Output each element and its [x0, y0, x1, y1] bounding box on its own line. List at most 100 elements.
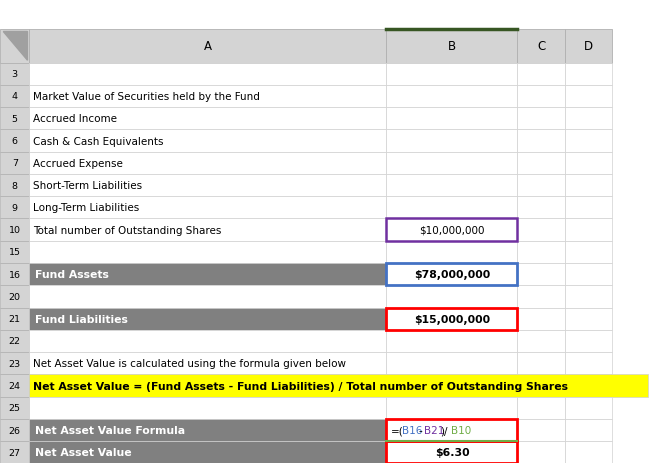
Bar	[386, 419, 517, 441]
Bar	[29, 175, 386, 197]
Bar	[0, 63, 29, 86]
Bar	[0, 419, 29, 441]
Bar	[0, 375, 29, 397]
Text: $78,000,000: $78,000,000	[414, 269, 490, 280]
Text: Net Asset Value: Net Asset Value	[35, 447, 132, 457]
Bar	[29, 241, 386, 263]
Text: B10: B10	[451, 425, 471, 435]
Bar	[517, 130, 565, 152]
Text: Total number of Outstanding Shares: Total number of Outstanding Shares	[33, 225, 222, 235]
Text: 7: 7	[12, 159, 18, 168]
Bar	[29, 152, 386, 175]
Bar	[517, 108, 565, 130]
Text: Fund Assets: Fund Assets	[35, 269, 109, 280]
Text: Short-Term Liabilities: Short-Term Liabilities	[33, 181, 143, 191]
Text: 25: 25	[9, 403, 21, 413]
Text: 9: 9	[12, 203, 18, 213]
Bar	[565, 86, 612, 108]
Bar	[517, 286, 565, 308]
Bar	[29, 30, 386, 63]
Bar	[386, 352, 517, 375]
Bar	[517, 263, 565, 286]
Text: Net Asset Value = (Fund Assets - Fund Liabilities) / Total number of Outstanding: Net Asset Value = (Fund Assets - Fund Li…	[33, 381, 568, 391]
Text: 26: 26	[9, 425, 21, 435]
Bar	[517, 308, 565, 330]
Text: 3: 3	[12, 70, 18, 79]
Bar	[29, 375, 648, 397]
Bar	[565, 197, 612, 219]
Bar	[386, 241, 517, 263]
Bar	[517, 241, 565, 263]
Bar	[386, 30, 517, 63]
Text: C: C	[537, 40, 545, 53]
Bar	[517, 330, 565, 352]
Bar	[386, 263, 517, 286]
Bar	[0, 263, 29, 286]
Bar	[517, 219, 565, 241]
Text: Market Value of Securities held by the Fund: Market Value of Securities held by the F…	[33, 92, 260, 102]
Bar	[565, 219, 612, 241]
Bar	[386, 63, 517, 86]
Bar	[29, 130, 386, 152]
Bar	[565, 308, 612, 330]
Bar	[0, 152, 29, 175]
Bar	[517, 63, 565, 86]
Bar	[29, 419, 386, 441]
Text: B21: B21	[424, 425, 444, 435]
Bar	[29, 108, 386, 130]
Bar	[386, 219, 517, 241]
Text: $15,000,000: $15,000,000	[414, 314, 490, 324]
Text: $6.30: $6.30	[435, 447, 469, 457]
Bar	[29, 86, 386, 108]
Bar	[565, 441, 612, 463]
Text: 5: 5	[12, 114, 18, 124]
Text: )/: )/	[440, 425, 447, 435]
Bar	[565, 419, 612, 441]
Bar	[29, 63, 386, 86]
Bar	[517, 197, 565, 219]
Bar	[29, 219, 386, 241]
Text: Long-Term Liabilities: Long-Term Liabilities	[33, 203, 140, 213]
Bar	[386, 419, 517, 441]
Bar	[29, 330, 386, 352]
Text: 6: 6	[12, 137, 18, 146]
Text: Net Asset Value is calculated using the formula given below: Net Asset Value is calculated using the …	[33, 358, 346, 369]
Bar	[29, 197, 386, 219]
Bar	[0, 175, 29, 197]
Bar	[517, 175, 565, 197]
Text: =(: =(	[391, 425, 403, 435]
Bar	[0, 308, 29, 330]
Bar	[517, 441, 565, 463]
Bar	[0, 219, 29, 241]
Text: 10: 10	[9, 225, 21, 235]
Bar	[565, 130, 612, 152]
Bar	[0, 108, 29, 130]
Bar	[386, 286, 517, 308]
Bar	[0, 241, 29, 263]
Text: 27: 27	[9, 448, 21, 457]
Bar	[0, 286, 29, 308]
Bar	[565, 30, 612, 63]
Text: 16: 16	[9, 270, 21, 279]
Text: $10,000,000: $10,000,000	[419, 225, 485, 235]
Bar	[565, 63, 612, 86]
Text: 24: 24	[9, 381, 21, 390]
Text: 15: 15	[9, 248, 21, 257]
Bar	[386, 197, 517, 219]
Bar	[386, 263, 517, 286]
Bar	[565, 330, 612, 352]
Polygon shape	[3, 32, 28, 61]
Bar	[565, 108, 612, 130]
Bar	[0, 86, 29, 108]
Bar	[386, 330, 517, 352]
Bar	[517, 419, 565, 441]
Bar	[29, 308, 386, 330]
Text: Cash & Cash Equivalents: Cash & Cash Equivalents	[33, 136, 164, 146]
Bar	[386, 86, 517, 108]
Bar	[565, 263, 612, 286]
Bar	[565, 397, 612, 419]
Bar	[386, 108, 517, 130]
Text: 23: 23	[9, 359, 21, 368]
Bar	[517, 86, 565, 108]
Bar	[0, 397, 29, 419]
